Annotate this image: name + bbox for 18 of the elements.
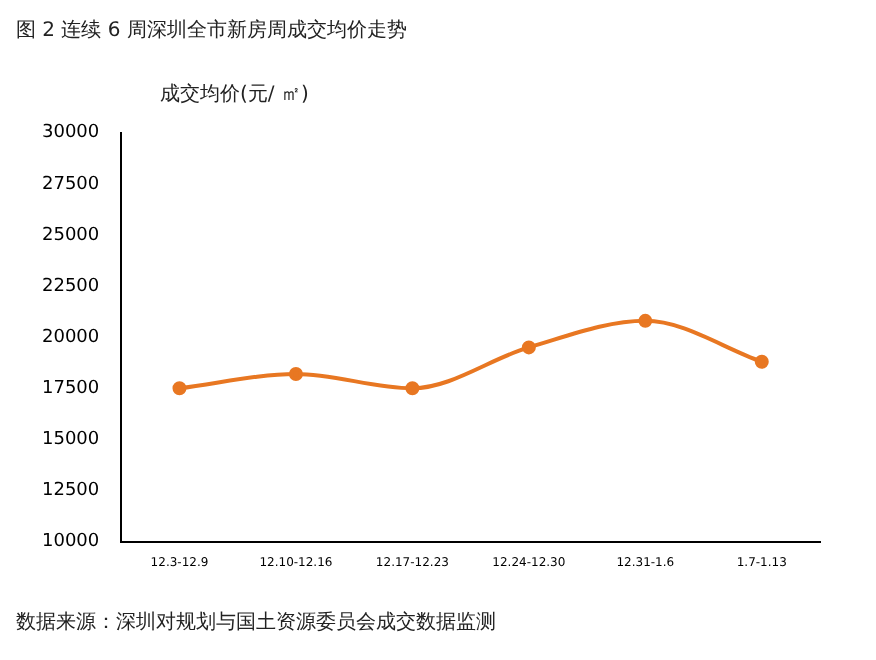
point <box>521 340 536 355</box>
y-tick-label: 12500 <box>41 481 100 502</box>
y-tick-label: 30000 <box>41 123 100 144</box>
point <box>638 313 653 328</box>
point <box>288 366 303 381</box>
y-tick-label: 20000 <box>41 327 100 348</box>
point <box>405 381 420 396</box>
source-note: 数据来源：深圳对规划与国土资源委员会成交数据监测 <box>16 609 496 636</box>
y-tick-label: 25000 <box>41 225 100 246</box>
chart-title: 图 2 连续 6 周深圳全市新房周成交均价走势 <box>16 17 407 44</box>
point <box>172 381 187 396</box>
point <box>754 354 769 369</box>
y-tick-label: 10000 <box>41 532 100 553</box>
y-tick-label: 22500 <box>41 276 100 297</box>
y-tick-label: 17500 <box>41 378 100 399</box>
y-tick-label: 27500 <box>41 174 100 195</box>
y-axis-title: 成交均价(元/ ㎡) <box>160 81 309 108</box>
y-tick-label: 15000 <box>41 430 100 451</box>
